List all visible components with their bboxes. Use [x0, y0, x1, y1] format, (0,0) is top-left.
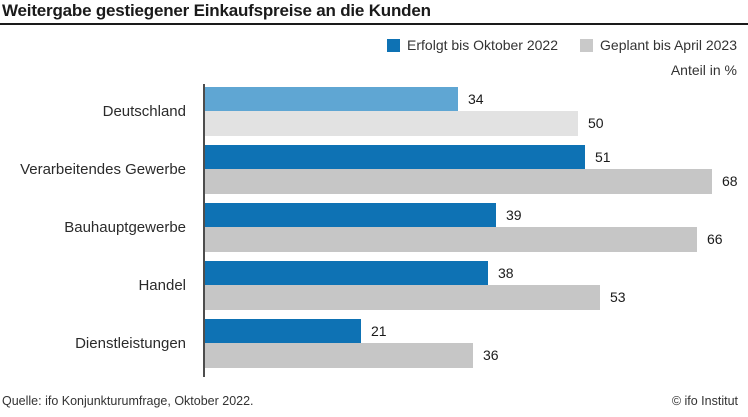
bar-geplant: [205, 343, 473, 368]
category-row: Handel 38 53: [0, 261, 748, 310]
legend: Erfolgt bis Oktober 2022 Geplant bis Apr…: [387, 37, 737, 53]
category-label: Handel: [138, 277, 186, 294]
category-label: Verarbeitendes Gewerbe: [20, 161, 186, 178]
legend-item-geplant: Geplant bis April 2023: [580, 37, 737, 53]
chart-title: Weitergabe gestiegener Einkaufspreise an…: [2, 1, 431, 20]
bar-erfolgt: [205, 319, 361, 343]
bar-value-label: 38: [498, 265, 514, 281]
unit-label: Anteil in %: [670, 62, 737, 78]
legend-label-geplant: Geplant bis April 2023: [600, 37, 737, 53]
bar-value-label: 34: [468, 91, 484, 107]
bar-erfolgt: [205, 145, 585, 169]
legend-swatch-geplant-icon: [580, 38, 594, 52]
footer: Quelle: ifo Konjunkturumfrage, Oktober 2…: [2, 394, 738, 408]
bar-geplant: [205, 285, 600, 310]
category-row: Dienstleistungen 21 36: [0, 319, 748, 368]
bar-value-label: 50: [588, 115, 604, 131]
bar-value-label: 51: [595, 149, 611, 165]
bar-erfolgt: [205, 261, 488, 285]
bar-value-label: 66: [707, 231, 723, 247]
bar-value-label: 68: [722, 173, 738, 189]
category-row: Verarbeitendes Gewerbe 51 68: [0, 145, 748, 194]
bar-value-label: 21: [371, 323, 387, 339]
category-label: Bauhauptgewerbe: [64, 219, 186, 236]
bar-geplant: [205, 111, 578, 136]
title-divider: [0, 23, 748, 25]
legend-swatch-erfolgt-icon: [387, 38, 401, 52]
bar-geplant: [205, 169, 712, 194]
copyright-note: © ifo Institut: [671, 394, 738, 408]
bar-geplant: [205, 227, 697, 252]
category-label: Deutschland: [102, 103, 186, 120]
bar-value-label: 36: [483, 347, 499, 363]
bar-value-label: 39: [506, 207, 522, 223]
plot-area: Deutschland 34 50 Verarbeitendes Gewerbe 51 6…: [0, 84, 748, 377]
legend-label-erfolgt: Erfolgt bis Oktober 2022: [407, 37, 559, 53]
bar-erfolgt: [205, 203, 496, 227]
category-row: Bauhauptgewerbe 39 66: [0, 203, 748, 252]
category-label: Dienstleistungen: [75, 335, 186, 352]
category-row: Deutschland 34 50: [0, 87, 748, 136]
bar-value-label: 53: [610, 289, 626, 305]
legend-item-erfolgt: Erfolgt bis Oktober 2022: [387, 37, 558, 53]
y-axis-line: [203, 84, 205, 377]
bar-erfolgt: [205, 87, 458, 111]
source-note: Quelle: ifo Konjunkturumfrage, Oktober 2…: [2, 394, 254, 408]
